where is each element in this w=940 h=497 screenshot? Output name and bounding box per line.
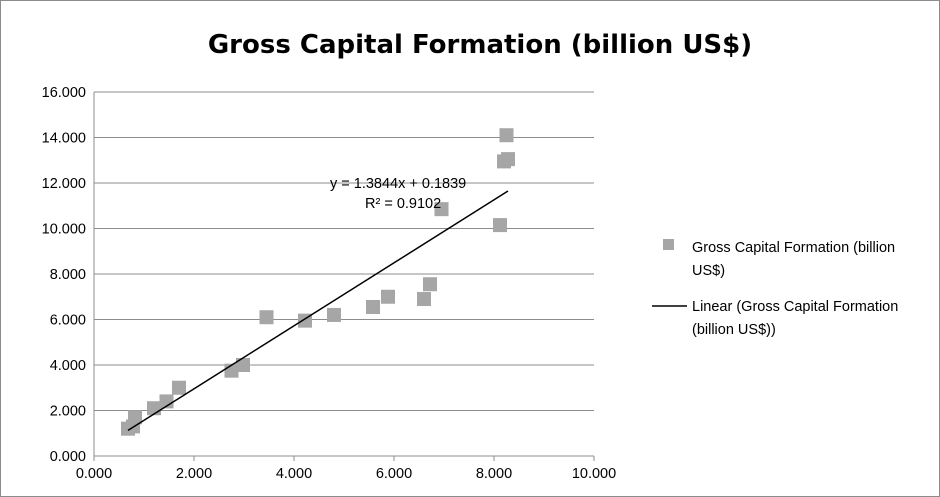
y-tick-label: 8.000	[50, 267, 86, 283]
legend-label-trend-1: Linear (Gross Capital Formation	[692, 299, 898, 315]
y-tick-label: 14.000	[42, 131, 86, 147]
x-tick-label: 4.000	[276, 466, 312, 482]
data-point	[381, 289, 395, 304]
x-axis-ticks: 0.000 2.000 4.000 6.000 8.000 10.000	[76, 456, 616, 482]
data-point	[499, 128, 514, 143]
data-point	[236, 358, 250, 372]
legend-marker-square	[663, 239, 674, 250]
trendline-r2: R² = 0.9102	[365, 196, 441, 212]
data-point	[159, 394, 174, 409]
y-tick-label: 16.000	[42, 85, 86, 101]
legend-label-series-2: US$)	[692, 263, 725, 279]
trendline	[127, 190, 509, 432]
data-point	[366, 299, 380, 314]
y-axis-ticks: 0.000 2.000 4.000 6.000 8.000 10.000 12.000 14.…	[42, 85, 86, 465]
data-point	[147, 401, 161, 416]
data-point	[259, 310, 274, 325]
x-tick-label: 0.000	[76, 466, 112, 482]
data-point	[434, 202, 449, 217]
data-points	[121, 128, 515, 436]
legend-label-series-1: Gross Capital Formation (billion	[692, 240, 895, 256]
y-tick-label: 0.000	[50, 449, 86, 465]
data-point	[501, 152, 515, 167]
x-tick-label: 6.000	[376, 466, 412, 482]
x-tick-label: 2.000	[176, 466, 212, 482]
data-point	[417, 292, 431, 307]
x-tick-label: 10.000	[572, 466, 616, 482]
data-point	[172, 380, 186, 395]
y-tick-label: 12.000	[42, 176, 86, 192]
y-tick-label: 6.000	[50, 313, 86, 329]
data-point	[128, 410, 142, 425]
trendline-equation: y = 1.3844x + 0.1839	[330, 176, 466, 192]
data-point	[327, 307, 341, 322]
chart-title: Gross Capital Formation (billion US$)	[207, 30, 753, 60]
y-tick-label: 4.000	[50, 358, 86, 374]
legend-label-trend-2: (billion US$))	[692, 322, 776, 338]
data-point	[423, 277, 437, 292]
legend: Gross Capital Formation (billion US$) Li…	[652, 239, 898, 338]
x-tick-label: 8.000	[476, 466, 512, 482]
trendline-path	[127, 190, 509, 432]
y-tick-label: 2.000	[50, 404, 86, 420]
grid-lines	[93, 91, 594, 457]
y-tick-label: 10.000	[42, 222, 86, 238]
data-point	[493, 218, 507, 233]
